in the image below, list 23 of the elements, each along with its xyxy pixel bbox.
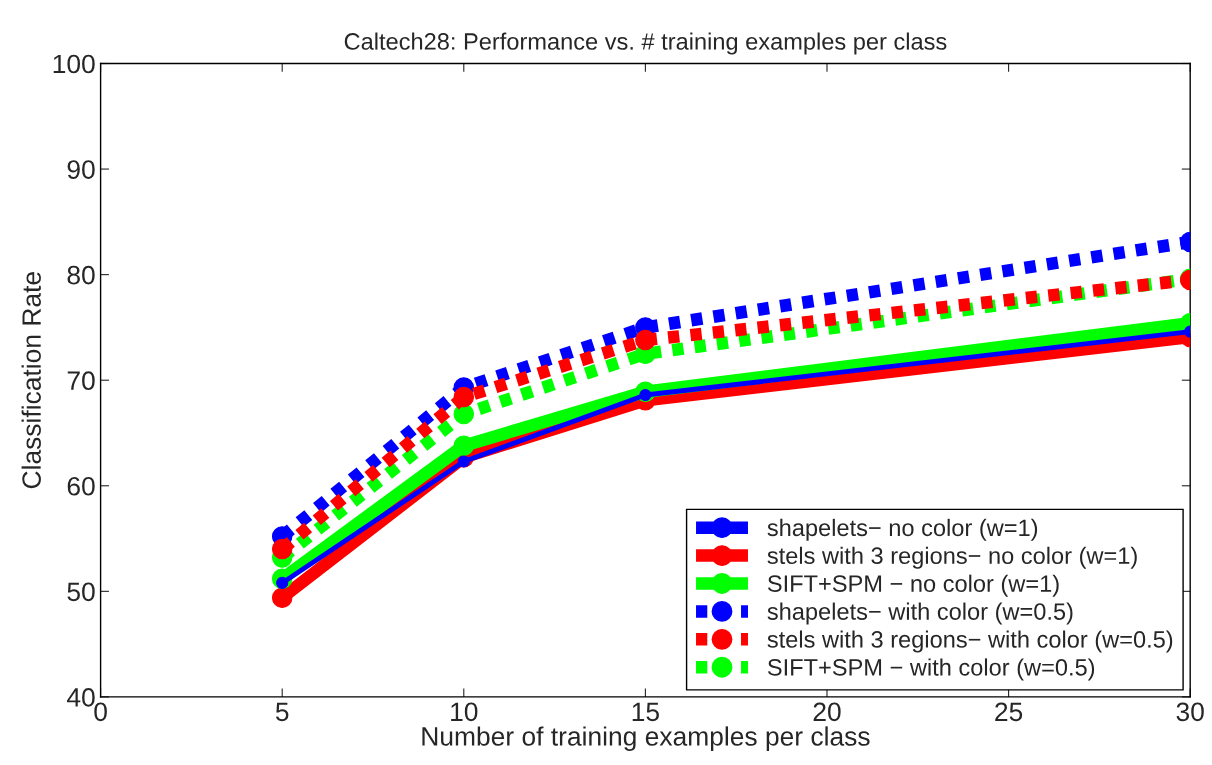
legend-label: shapelets− no color (w=1) (767, 518, 1038, 541)
y-axis-title: Classification Rate (21, 272, 41, 489)
chart-title: Caltech28: Performance vs. # training examples per class (344, 32, 947, 55)
x-axis-title: Number of training examples per class (422, 726, 870, 751)
x-tick-label: 0 (94, 702, 107, 722)
legend-label: SIFT+SPM − with color (w=0.5) (767, 658, 1095, 681)
legend-label: SIFT+SPM − no color (w=1) (767, 574, 1059, 597)
y-tick-label: 70 (67, 371, 95, 391)
x-tick-label: 30 (1176, 702, 1204, 722)
x-tick-label: 25 (995, 702, 1023, 722)
y-tick-label: 50 (67, 582, 95, 602)
y-tick-label: 60 (67, 476, 95, 496)
y-tick-label: 40 (66, 688, 95, 707)
y-tick-label: 90 (67, 160, 95, 179)
x-tick-label: 5 (275, 702, 289, 722)
y-tick-label: 80 (67, 265, 95, 285)
legend-label: stels with 3 regions− with color (w=0.5) (767, 630, 1173, 653)
legend-label: stels with 3 regions− no color (w=1) (767, 546, 1137, 569)
y-tick-label: 100 (53, 54, 95, 74)
x-tick-label: 15 (632, 702, 659, 722)
x-tick-label: 20 (813, 702, 841, 722)
legend-label: shapelets− with color (w=0.5) (767, 602, 1073, 625)
x-tick-label: 10 (451, 702, 478, 722)
